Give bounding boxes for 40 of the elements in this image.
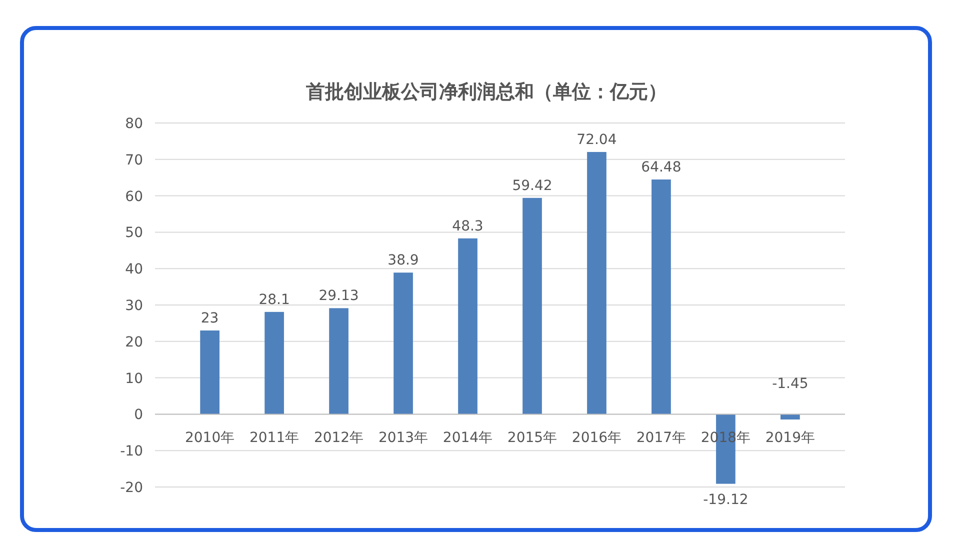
data-label: 48.3 <box>452 218 484 234</box>
y-tick-label: 60 <box>125 188 143 205</box>
data-label: -19.12 <box>703 492 748 508</box>
y-tick-label: -10 <box>120 444 143 460</box>
x-tick-label: 2016年 <box>572 430 622 446</box>
y-tick-label: -20 <box>120 480 143 496</box>
x-tick-label: 2012年 <box>314 430 364 446</box>
y-tick-label: 80 <box>125 116 143 132</box>
bar <box>264 312 284 414</box>
bar <box>587 152 606 414</box>
data-label: 64.48 <box>641 159 682 176</box>
x-tick-label: 2014年 <box>442 430 493 446</box>
data-label: 59.42 <box>512 178 552 194</box>
x-tick-label: 2011年 <box>249 430 300 446</box>
data-label: 72.04 <box>576 132 617 148</box>
chart-title: 首批创业板公司净利润总和（单位：亿元） <box>305 81 667 103</box>
y-tick-label: 50 <box>125 225 143 242</box>
bar <box>522 198 542 414</box>
data-label: 23 <box>200 310 219 326</box>
y-tick-label: 0 <box>134 407 143 424</box>
y-tick-label: 10 <box>125 370 143 387</box>
x-tick-label: 2015年 <box>507 430 558 446</box>
y-tick-label: 30 <box>125 298 143 314</box>
bar <box>652 179 671 414</box>
data-label: 28.1 <box>258 292 290 308</box>
data-label: -1.45 <box>772 376 808 392</box>
x-tick-label: 2017年 <box>636 430 686 446</box>
x-tick-label: 2010年 <box>184 430 235 446</box>
data-label: 38.9 <box>388 252 419 269</box>
y-tick-label: 20 <box>125 334 143 350</box>
y-tick-label: 40 <box>125 262 143 278</box>
bar <box>394 272 413 414</box>
bar <box>329 308 348 414</box>
bar <box>200 330 220 414</box>
bar <box>780 414 800 420</box>
bar <box>458 238 478 414</box>
y-tick-label: 70 <box>125 152 143 168</box>
x-tick-label: 2013年 <box>378 430 428 446</box>
x-tick-label: 2019年 <box>765 430 816 446</box>
data-label: 29.13 <box>318 288 359 304</box>
